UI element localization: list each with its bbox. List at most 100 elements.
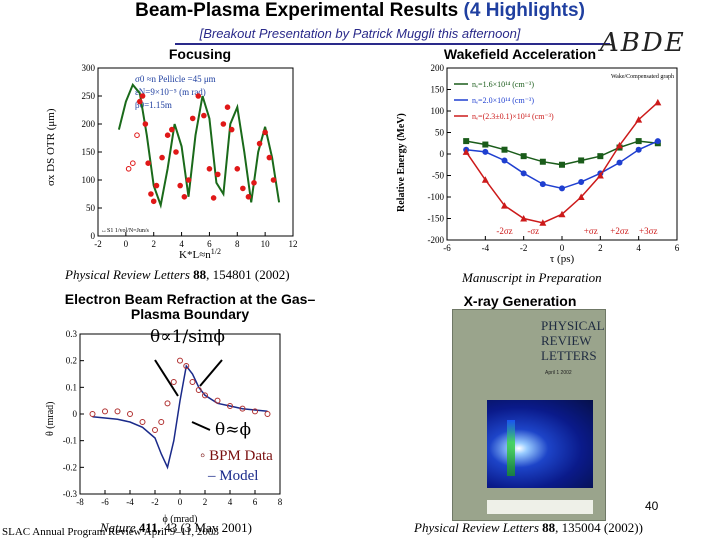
cover-masthead-line: LETTERS (541, 348, 597, 363)
focusing-data-point (214, 171, 221, 178)
refraction-yticks: 0.3 0.2 0.1 0 -0.1 -0.2 -0.3 (63, 329, 84, 499)
refraction-xtick-tick-label: -8 (76, 497, 84, 507)
focusing-legend-entry: εN=9×10⁻⁵ (m rad) (135, 87, 206, 97)
wakefield-ytick-tick-label: 50 (435, 128, 445, 138)
wakefield-ytick-tick-label: -50 (432, 171, 444, 181)
focusing-data-point (224, 104, 231, 111)
wakefield-data-point (463, 138, 470, 145)
refraction-data-point (139, 419, 146, 425)
wakefield-sigma-label: +3σz (639, 226, 657, 236)
slide-title-main: Beam-Plasma Experimental Results (135, 0, 464, 21)
refraction-title-line1: Electron Beam Refraction at the Gas– (64, 291, 316, 307)
refraction-ytick-tick-label: -0.1 (63, 436, 77, 446)
refraction-ytick-tick-label: -0.2 (63, 462, 77, 472)
focusing-data-point (245, 194, 252, 200)
wakefield-data-point (462, 148, 470, 155)
focusing-model-line (117, 82, 281, 210)
refraction-ytick-tick-label: -0.3 (63, 489, 78, 499)
refraction-data-point (164, 400, 171, 407)
focusing-data-point (270, 177, 277, 183)
focusing-xtick-tick-label: 10 (261, 239, 271, 249)
focusing-xtick-tick-label: 4 (179, 239, 184, 249)
wakefield-data-point (616, 141, 623, 149)
wakefield-title: Wakefield Acceleration (443, 46, 597, 62)
refraction-xtick-tick-label: 8 (278, 497, 283, 507)
refraction-data-point (158, 419, 165, 425)
wakefield-citation: Manuscript in Preparation (462, 270, 602, 285)
cover-footer-band (487, 500, 593, 514)
wakefield-data-point (635, 116, 643, 123)
slide-title-highlight: (4 Highlights) (463, 0, 585, 21)
wakefield-data-point (635, 146, 642, 153)
refraction-xtick-tick-label: -6 (101, 497, 109, 507)
focusing-data-point (210, 195, 217, 201)
focusing-ytick-tick-label: 150 (82, 147, 96, 157)
focusing-legend-entry: σ0 ≈n Pellicle =45 μm (135, 74, 216, 84)
wakefield-data-point (539, 219, 547, 226)
wakefield-sigma-labels: -2σz -σz +σz +2σz +3σz (496, 226, 657, 236)
wakefield-data-point (596, 172, 604, 179)
xray-title: X-ray Generation (463, 293, 577, 309)
wakefield-data-point (482, 141, 489, 148)
focusing-data-point (240, 185, 246, 192)
focusing-data-point (134, 132, 140, 138)
wakefield-data-point (559, 161, 565, 168)
cover-date: April 1 2002 (545, 370, 572, 376)
wakefield-sigma-label: +σz (584, 226, 598, 236)
annotation-arrow (191, 421, 211, 431)
focusing-yticks: 300 250 200 150 100 50 0 (82, 63, 102, 241)
wakefield-ylabel: Relative Energy (MeV) (396, 113, 407, 212)
wakefield-data-point (616, 159, 623, 166)
focusing-data-point (228, 126, 235, 133)
wakefield-ytick-tick-label: -200 (428, 235, 445, 245)
focusing-data-point (189, 115, 196, 122)
focusing-data-point (139, 93, 146, 99)
focusing-data-point (150, 198, 157, 205)
focusing-data-point (262, 129, 268, 136)
focusing-xtick-tick-label: -2 (94, 239, 102, 249)
annotation-arrow (154, 359, 179, 397)
focusing-data-point (169, 126, 175, 133)
wakefield-ytick-tick-label: 0 (440, 149, 445, 159)
focusing-ytick-tick-label: 0 (91, 231, 96, 241)
refraction-xlabel: ϕ (mrad) (163, 514, 198, 525)
prl-journal-cover: PHYSICAL REVIEW LETTERS April 1 2002 (452, 309, 606, 521)
footer-event: SLAC Annual Program Review April 9–11, 2… (2, 526, 219, 538)
refraction-xticks: -8 -6 -4 -2 0 2 4 6 8 (76, 490, 283, 507)
focusing-data-point (206, 166, 213, 172)
refraction-data-point (214, 397, 221, 404)
wakefield-legend-entry: nₑ=(2.3±0.1)×10¹⁴ (cm⁻³) (472, 112, 554, 121)
focusing-data-point (136, 98, 143, 105)
refraction-data-point (202, 392, 208, 399)
focusing-data-point (148, 191, 154, 197)
refraction-data-point (127, 411, 133, 417)
wakefield-legend-entry: nₑ=1.6×10¹⁴ (cm⁻³) (472, 80, 534, 89)
refraction-data-point (177, 357, 183, 364)
focusing-ytick-tick-label: 200 (82, 119, 96, 129)
refraction-data-point (183, 363, 190, 369)
focusing-data-point (142, 121, 149, 127)
refraction-xtick-tick-label: 4 (228, 497, 233, 507)
wakefield-series (462, 98, 662, 226)
refraction-ylabel: θ (mrad) (45, 402, 56, 437)
refraction-formula-top: θ∝1/sinϕ (150, 327, 225, 347)
focusing-title: Focusing (168, 46, 232, 62)
focusing-corner-note: ↔S1 1/vol/N=Jun/s (101, 228, 150, 234)
wakefield-data-point (654, 98, 662, 106)
focusing-data-point (177, 182, 183, 189)
wakefield-data-point (577, 193, 585, 200)
focusing-citation: Physical Review Letters 88, 154801 (2002… (65, 267, 290, 282)
wakefield-data-point (597, 153, 604, 160)
refraction-legend-model: – Model (208, 468, 259, 484)
focusing-data-points (125, 93, 277, 205)
focusing-data-point (145, 160, 151, 166)
wakefield-sigma-label: +2σz (610, 226, 628, 236)
wakefield-sigma-label: -σz (527, 226, 539, 236)
refraction-title: Electron Beam Refraction at the Gas– Pla… (40, 292, 340, 322)
focusing-ylabel: σx DS OTR (μm) (45, 108, 57, 186)
wakefield-sigma-label: -2σz (496, 226, 512, 236)
focusing-data-point (173, 149, 179, 155)
slide-subtitle: [Breakout Presentation by Patrick Muggli… (199, 26, 521, 41)
focusing-ytick-tick-label: 100 (82, 175, 96, 185)
xray-citation: Physical Review Letters 88, 135004 (2002… (414, 520, 643, 535)
